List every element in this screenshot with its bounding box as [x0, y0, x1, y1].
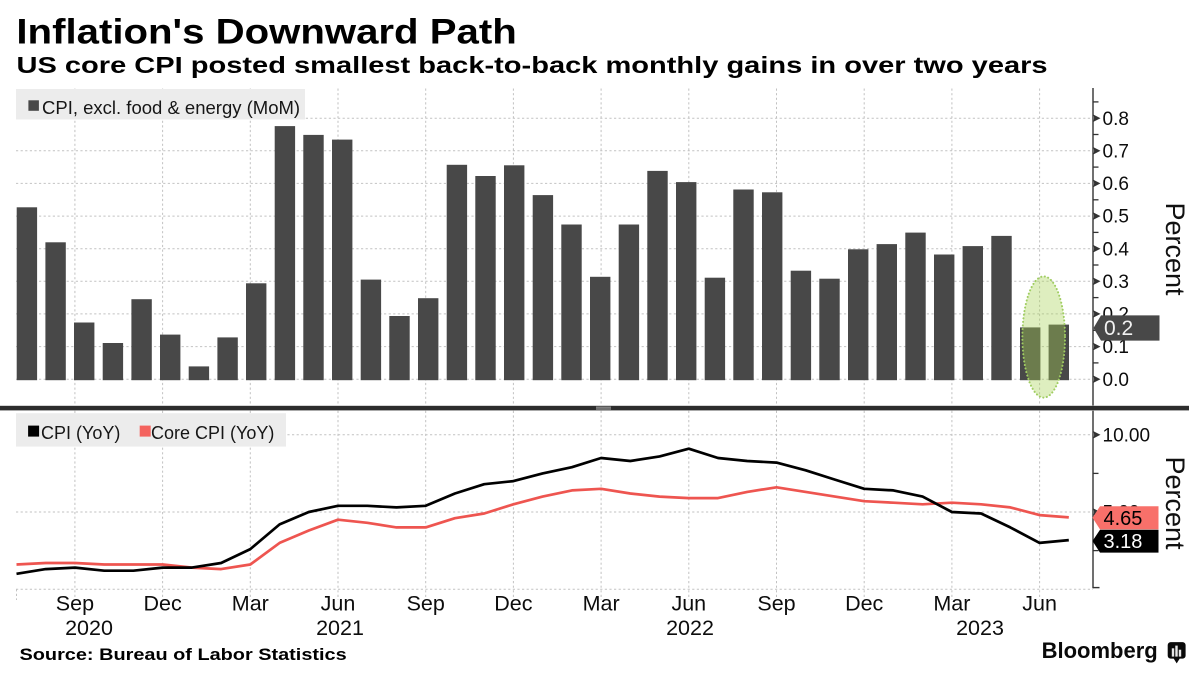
svg-text:CPI, excl. food & energy (MoM): CPI, excl. food & energy (MoM) [42, 97, 300, 118]
svg-text:10.00: 10.00 [1103, 425, 1151, 446]
svg-text:Dec: Dec [845, 592, 883, 616]
svg-text:Jun: Jun [671, 592, 706, 616]
svg-text:4.65: 4.65 [1104, 508, 1143, 530]
svg-text:Jun: Jun [321, 592, 356, 616]
svg-text:Core CPI (YoY): Core CPI (YoY) [151, 423, 274, 443]
svg-text:3.18: 3.18 [1104, 531, 1143, 553]
svg-text:0.8: 0.8 [1103, 109, 1129, 130]
svg-text:0.5: 0.5 [1103, 207, 1129, 228]
svg-text:0.1: 0.1 [1103, 337, 1129, 358]
svg-text:Dec: Dec [494, 592, 532, 616]
svg-text:Dec: Dec [143, 592, 181, 616]
svg-text:Sep: Sep [407, 592, 445, 616]
svg-text:Bloomberg: Bloomberg [1042, 638, 1158, 663]
svg-text:0.2: 0.2 [1104, 317, 1133, 340]
svg-text:2021: 2021 [316, 616, 364, 640]
svg-text:2022: 2022 [666, 616, 714, 640]
svg-text:Percent: Percent [1160, 456, 1190, 550]
svg-text:Sep: Sep [757, 592, 795, 616]
svg-text:Jun: Jun [1022, 592, 1057, 616]
svg-text:Source: Bureau of Labor Statis: Source: Bureau of Labor Statistics [20, 645, 347, 664]
svg-text:CPI (YoY): CPI (YoY) [41, 423, 120, 443]
svg-text:0.7: 0.7 [1103, 141, 1129, 162]
svg-text:0.6: 0.6 [1103, 174, 1129, 195]
svg-text:US core CPI posted smallest ba: US core CPI posted smallest back-to-back… [17, 52, 1048, 78]
svg-text:0.3: 0.3 [1103, 272, 1129, 293]
svg-text:Mar: Mar [232, 592, 269, 616]
svg-text:Mar: Mar [583, 592, 620, 616]
svg-text:0.4: 0.4 [1103, 239, 1130, 260]
svg-text:Sep: Sep [56, 592, 94, 616]
svg-text:2023: 2023 [956, 616, 1004, 640]
svg-text:2020: 2020 [65, 616, 113, 640]
svg-text:Inflation's Downward Path: Inflation's Downward Path [16, 12, 516, 51]
svg-text:Percent: Percent [1160, 202, 1190, 296]
svg-text:0.0: 0.0 [1103, 370, 1129, 391]
svg-text:Mar: Mar [933, 592, 970, 616]
